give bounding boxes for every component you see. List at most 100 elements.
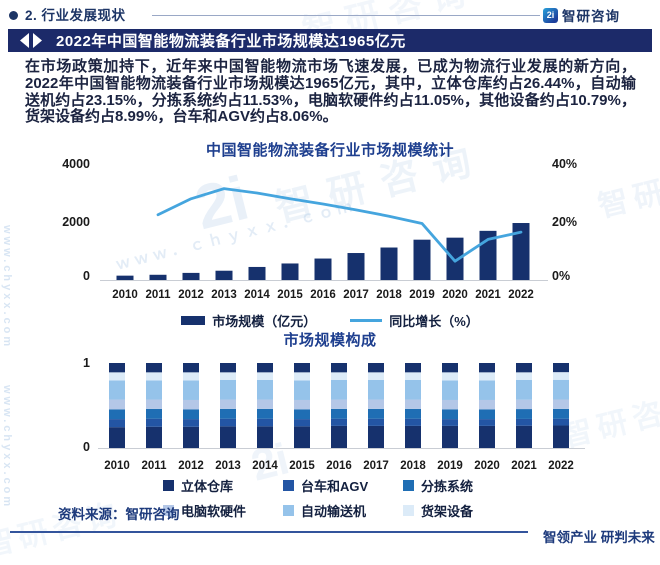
market-size-bar-2010: [116, 275, 134, 280]
stack-segment-2011-3: [146, 399, 162, 409]
bar-series-swatch: [181, 316, 206, 325]
stack-segment-2019-6: [442, 363, 458, 373]
stack-segment-2010-3: [109, 399, 125, 410]
stack-segment-2014-2: [257, 408, 273, 419]
summary-paragraph: 在市场政策加持下，近年来中国智能物流市场飞速发展，已成为物流行业发展的新方向，2…: [25, 58, 636, 126]
stack-segment-2015-0: [294, 426, 310, 448]
stack-segment-2016-4: [331, 380, 347, 400]
stack-segment-2015-5: [294, 372, 310, 381]
brand-slogan: 智领产业 研判未来: [543, 530, 655, 545]
stack-segment-2013-4: [220, 380, 236, 400]
stack-segment-2014-1: [257, 418, 273, 427]
stack-segment-2021-4: [516, 380, 532, 400]
stack-segment-2011-1: [146, 418, 162, 427]
composition-chart-title: 市场规模构成: [283, 332, 377, 349]
stack-segment-2018-3: [405, 399, 421, 409]
section-bullet-icon: [9, 11, 18, 20]
stack-segment-2013-1: [220, 418, 236, 427]
stack-segment-2014-0: [257, 426, 273, 448]
market-size-bar-2022: [512, 223, 530, 280]
stereo-warehouse-swatch: [163, 479, 174, 491]
x-axis-year-label: 2012: [178, 460, 204, 472]
legend-label: 台车和AGV: [301, 478, 369, 494]
stack-segment-2022-2: [553, 408, 569, 419]
footer-divider: [10, 531, 528, 533]
watermark-brand-bottom-left: 智研咨询: [0, 497, 125, 564]
stack-segment-2017-5: [368, 372, 384, 380]
x-axis-year-label: 2014: [244, 289, 270, 301]
stack-segment-2018-0: [405, 425, 421, 448]
x-axis-year-label: 2020: [474, 460, 500, 472]
stack-segment-2012-4: [183, 380, 199, 400]
x-axis-year-label: 2017: [343, 289, 369, 301]
stack-segment-2022-1: [553, 418, 569, 426]
x-axis-year-label: 2015: [277, 289, 303, 301]
brand-logo: 2i 智研咨询: [543, 5, 620, 25]
stack-segment-2016-3: [331, 399, 347, 409]
stack-segment-2018-6: [405, 363, 421, 373]
stack-segment-2021-6: [516, 363, 532, 373]
market-size-bar-2012: [182, 272, 200, 280]
x-axis-year-label: 2019: [409, 289, 435, 301]
stack-segment-2021-3: [516, 399, 532, 410]
headline-banner: 2022年中国智能物流装备行业市场规模达1965亿元: [8, 29, 652, 52]
stack-segment-2022-4: [553, 379, 569, 400]
stack-segment-2010-0: [109, 427, 125, 448]
y-axis-tick: 0: [83, 440, 90, 454]
stack-segment-2011-4: [146, 380, 162, 400]
market-size-bar-2020: [446, 237, 464, 280]
market-size-bar-2019: [413, 239, 431, 280]
computer-hw-sw-swatch: [163, 504, 174, 516]
stack-segment-2010-4: [109, 380, 125, 400]
section-title: 2. 行业发展现状: [25, 8, 126, 23]
x-axis-year-label: 2020: [442, 289, 468, 301]
x-axis-year-label: 2022: [508, 289, 534, 301]
legend-label: 电脑软硬件: [181, 503, 247, 519]
stack-segment-2014-5: [257, 372, 273, 380]
stack-segment-2018-1: [405, 418, 421, 426]
legend-item-stereo-warehouse: 立体仓库: [163, 478, 283, 494]
sorting-system-swatch: [403, 479, 414, 491]
market-size-chart-legend: 市场规模（亿元） 同比增长（%）: [0, 311, 660, 330]
stack-segment-2012-2: [183, 409, 199, 420]
diamond-icon: [20, 33, 42, 48]
stack-segment-2015-3: [294, 399, 310, 410]
stack-segment-2018-2: [405, 408, 421, 419]
stack-segment-2017-4: [368, 380, 384, 400]
line-series-swatch: [350, 319, 383, 322]
legend-item-growth: 同比增长（%）: [350, 311, 479, 330]
banner-title: 2022年中国智能物流装备行业市场规模达1965亿元: [56, 33, 406, 50]
left-axis-tick: 4000: [62, 157, 90, 171]
legend-item-agv: 台车和AGV: [283, 478, 403, 494]
x-axis-year-label: 2019: [437, 460, 463, 472]
stack-segment-2014-4: [257, 380, 273, 400]
stack-segment-2013-0: [220, 426, 236, 448]
brand-logo-icon: 2i: [543, 7, 558, 23]
legend-label: 立体仓库: [181, 478, 234, 494]
x-axis-year-label: 2011: [146, 289, 172, 301]
stack-segment-2010-1: [109, 419, 125, 428]
stack-segment-2021-1: [516, 418, 532, 426]
agv-swatch: [283, 479, 294, 491]
x-axis-year-label: 2022: [548, 460, 574, 472]
stack-segment-2011-6: [146, 363, 162, 373]
stack-segment-2017-0: [368, 425, 384, 448]
composition-stacked-chart: 1 0 2010 2011 2012 2013 2014 2015 2016 2017 2018 20…: [83, 356, 585, 472]
stack-segment-2017-1: [368, 418, 384, 426]
market-size-chart-title: 中国智能物流装备行业市场规模统计: [205, 142, 454, 159]
stack-segment-2015-6: [294, 363, 310, 373]
legend-item-auto-conveyor: 自动输送机: [283, 503, 403, 519]
market-size-bar-2014: [248, 266, 266, 280]
stack-segment-2015-1: [294, 419, 310, 427]
x-axis-year-label: 2012: [178, 289, 204, 301]
stack-segment-2012-6: [183, 363, 199, 373]
stack-segment-2020-5: [479, 372, 495, 381]
stack-segment-2016-6: [331, 363, 347, 373]
stack-segment-2017-2: [368, 408, 384, 419]
stack-segment-2020-1: [479, 419, 495, 426]
stack-segment-2022-0: [553, 425, 569, 448]
stack-segment-2022-6: [553, 363, 569, 373]
stack-segment-2016-2: [331, 408, 347, 419]
market-size-bar-2011: [149, 274, 167, 280]
